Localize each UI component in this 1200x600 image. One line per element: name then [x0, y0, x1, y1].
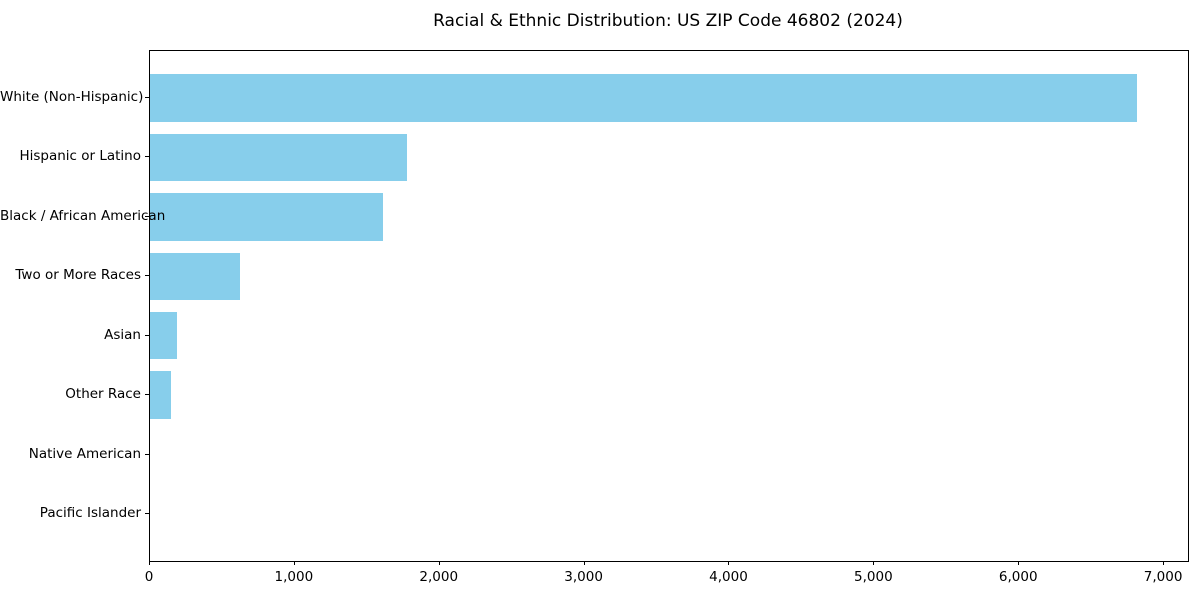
x-tick-mark	[583, 561, 585, 565]
chart-title: Racial & Ethnic Distribution: US ZIP Cod…	[433, 11, 903, 31]
x-tick-label-0: 0	[144, 569, 154, 585]
y-tick-mark	[145, 453, 149, 455]
bar-other-race	[150, 371, 171, 419]
x-tick-mark	[293, 561, 295, 565]
bar-black-african-american	[150, 193, 384, 241]
y-tick-mark	[145, 334, 149, 336]
x-tick-mark	[438, 561, 440, 565]
y-tick-mark	[145, 156, 149, 158]
y-tick-label-two-or-more-races: Two or More Races	[15, 267, 141, 284]
x-tick-mark	[1163, 561, 1165, 565]
y-tick-label-native-american: Native American	[28, 445, 141, 462]
plot-area	[149, 50, 1189, 562]
x-tick-label-1000: 1,000	[274, 569, 314, 585]
y-tick-mark	[145, 96, 149, 98]
x-tick-label-6000: 6,000	[998, 569, 1038, 585]
bar-hispanic-or-latino	[150, 133, 408, 182]
y-tick-mark	[145, 215, 149, 217]
x-tick-label-7000: 7,000	[1143, 569, 1183, 585]
x-tick-mark	[873, 561, 875, 565]
x-tick-label-4000: 4,000	[709, 569, 748, 585]
y-tick-label-hispanic-or-latino: Hispanic or Latino	[19, 148, 141, 165]
x-tick-mark	[149, 561, 150, 565]
y-tick-mark	[145, 275, 149, 277]
y-tick-label-other-race: Other Race	[65, 386, 141, 403]
bar-two-or-more-races	[150, 252, 240, 301]
x-tick-mark	[1018, 561, 1020, 565]
y-tick-label-black-african-american: Black / African American	[0, 207, 166, 224]
x-tick-label-2000: 2,000	[419, 569, 459, 585]
y-tick-mark	[145, 513, 149, 515]
y-tick-label-pacific-islander: Pacific Islander	[39, 505, 141, 522]
bar-asian	[150, 311, 177, 360]
bar-white-non-hispanic	[150, 74, 1137, 122]
y-tick-label-asian: Asian	[104, 326, 141, 343]
x-tick-label-5000: 5,000	[854, 569, 893, 585]
x-tick-mark	[728, 561, 730, 565]
x-tick-label-3000: 3,000	[564, 569, 603, 585]
y-tick-mark	[145, 394, 149, 396]
y-tick-label-white-non-hispanic: White (Non-Hispanic)	[0, 88, 144, 105]
